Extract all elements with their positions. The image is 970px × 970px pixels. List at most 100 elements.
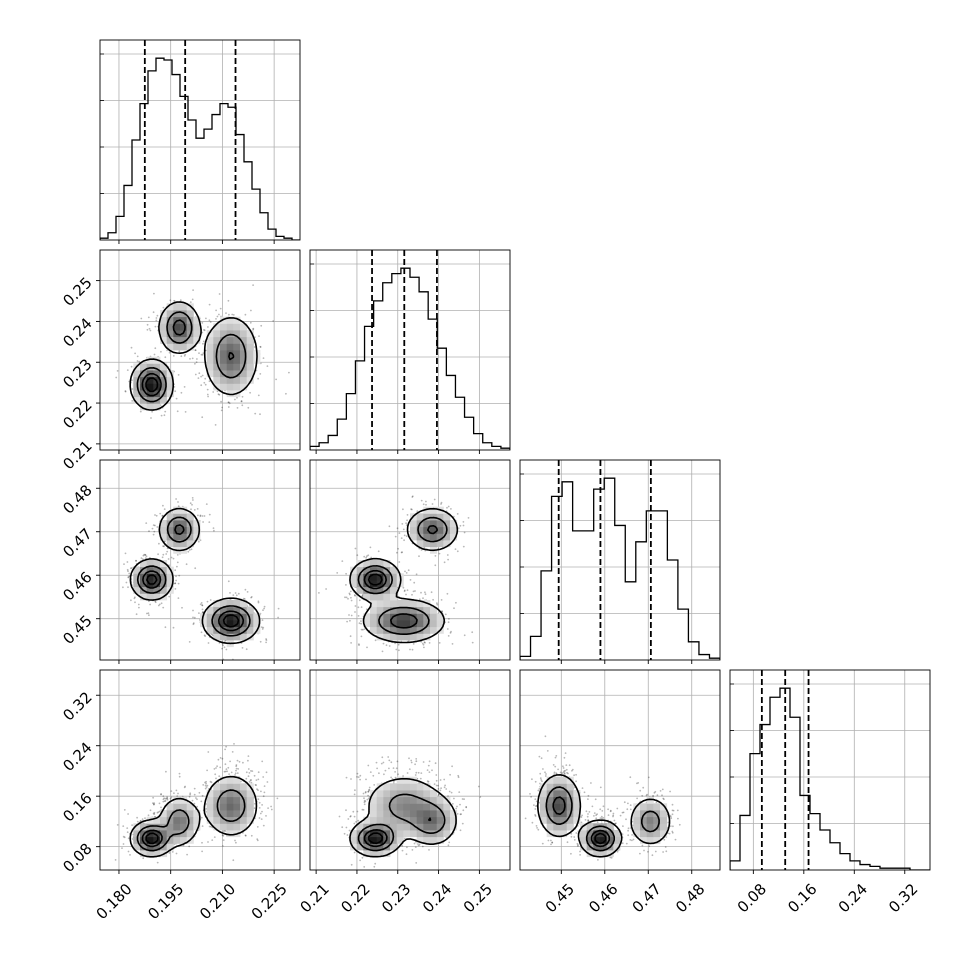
scatter-point xyxy=(397,773,399,776)
density-cell xyxy=(180,316,188,324)
scatter-point xyxy=(217,393,220,396)
scatter-point xyxy=(457,527,460,529)
density-cell xyxy=(226,790,234,798)
scatter-point xyxy=(459,524,462,527)
density-cell xyxy=(206,803,214,811)
scatter-point xyxy=(402,528,405,531)
density-cell xyxy=(233,363,241,371)
scatter-point xyxy=(277,616,279,619)
scatter-point xyxy=(155,317,158,319)
density-cell xyxy=(213,783,221,791)
density-cell xyxy=(240,356,248,364)
scatter-point xyxy=(143,553,146,556)
contour-line xyxy=(349,507,459,644)
scatter-point xyxy=(166,798,169,801)
scatter-point xyxy=(401,551,403,554)
scatter-point xyxy=(224,748,227,751)
density-cell xyxy=(173,796,181,804)
scatter-point xyxy=(209,321,212,323)
scatter-point xyxy=(174,569,177,572)
scatter-point xyxy=(194,373,197,376)
scatter-point xyxy=(350,863,353,866)
density-cell xyxy=(180,343,188,351)
scatter-point xyxy=(222,644,224,647)
density-cell xyxy=(363,613,371,621)
scatter-point xyxy=(170,790,173,792)
scatter-point xyxy=(191,357,194,360)
scatter-point xyxy=(128,572,131,575)
scatter-point xyxy=(227,580,230,583)
scatter-point xyxy=(417,844,420,847)
density-cell xyxy=(220,606,228,614)
scatter-point xyxy=(232,859,235,862)
scatter-point xyxy=(361,808,364,811)
density-cell xyxy=(450,526,458,534)
scatter-point xyxy=(225,768,228,771)
scatter-point xyxy=(154,514,156,516)
contour-line xyxy=(146,574,240,628)
scatter-point xyxy=(152,812,155,815)
scatter-point xyxy=(259,640,262,643)
density-cell xyxy=(370,626,378,634)
density-cell xyxy=(160,363,168,371)
scatter-point xyxy=(446,506,448,509)
scatter-point xyxy=(348,829,351,832)
scatter-point xyxy=(396,760,399,763)
scatter-point xyxy=(420,499,423,502)
scatter-point xyxy=(252,327,255,330)
scatter-point xyxy=(363,801,366,804)
scatter-point xyxy=(224,770,227,773)
scatter-point xyxy=(163,797,166,800)
density-cell xyxy=(140,593,148,601)
scatter-point xyxy=(235,769,237,772)
density-cell xyxy=(423,526,431,534)
scatter-point xyxy=(368,786,371,789)
density-cell xyxy=(213,823,221,831)
scatter-point xyxy=(391,778,394,780)
scatter-point xyxy=(227,401,230,404)
scatter-point xyxy=(441,610,443,613)
scatter-point xyxy=(350,778,352,780)
scatter-point xyxy=(154,601,157,604)
scatter-point xyxy=(414,590,416,592)
density-cell xyxy=(160,836,168,844)
density-cell xyxy=(133,830,141,838)
scatter-point xyxy=(250,596,253,599)
scatter-point xyxy=(161,515,164,517)
density-cell xyxy=(233,316,241,324)
density-cell xyxy=(166,303,174,311)
density-cell xyxy=(396,620,404,628)
scatter-point xyxy=(153,803,155,806)
contour-line xyxy=(145,832,159,845)
density-cell xyxy=(220,600,228,608)
density-cell xyxy=(226,370,234,378)
scatter-point xyxy=(415,573,418,576)
density-cell xyxy=(160,810,168,818)
scatter-point xyxy=(209,780,212,783)
scatter-point xyxy=(358,643,360,645)
scatter-point xyxy=(431,769,433,772)
density-cell xyxy=(423,633,431,641)
scatter-point xyxy=(115,376,118,379)
scatter-point xyxy=(198,612,200,614)
scatter-point xyxy=(183,355,186,357)
scatter-point xyxy=(202,352,205,354)
density-cell xyxy=(226,620,234,628)
scatter-point xyxy=(146,328,149,331)
density-cell xyxy=(140,383,148,391)
density-cell xyxy=(423,520,431,528)
scatter-point xyxy=(201,850,204,853)
scatter-point xyxy=(221,647,224,650)
density-cell xyxy=(133,370,141,378)
density-cell xyxy=(193,816,201,824)
density-cell xyxy=(240,383,248,391)
contour-line xyxy=(129,301,258,411)
scatter-point xyxy=(191,497,194,499)
scatter-point xyxy=(411,849,414,851)
density-cell xyxy=(206,620,214,628)
scatter-point xyxy=(235,765,238,768)
scatter-point xyxy=(201,841,203,844)
scatter-point xyxy=(201,825,204,827)
density-cell xyxy=(213,790,221,798)
density-cell xyxy=(226,383,234,391)
